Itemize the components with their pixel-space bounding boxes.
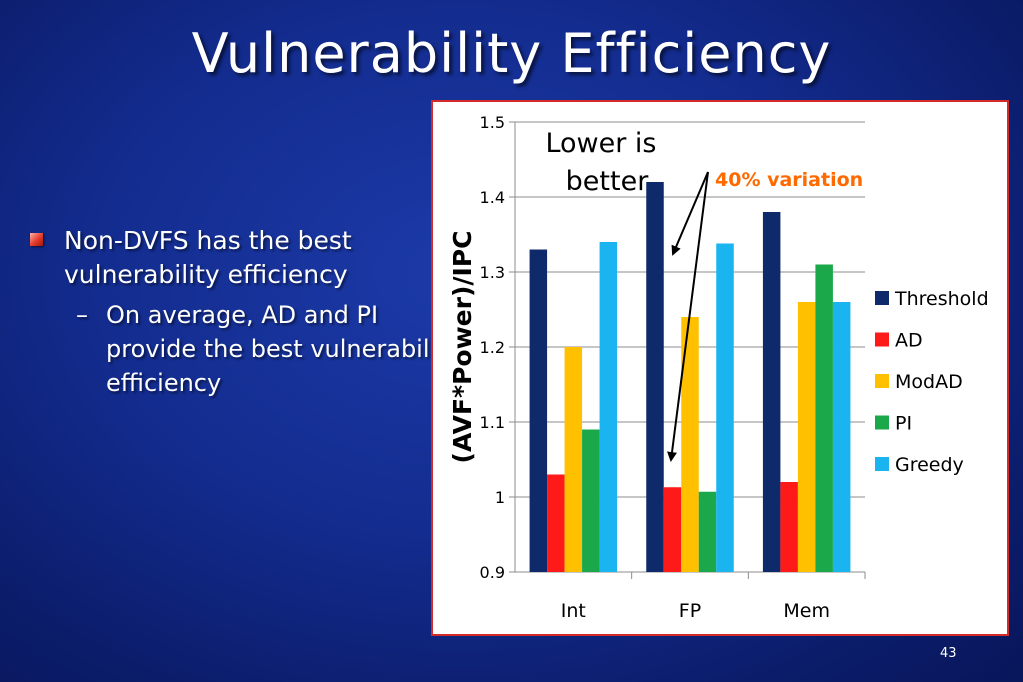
- bullet-item: Non-DVFS has the best vulnerability effi…: [28, 224, 444, 292]
- sub-bullet-text: On average, AD and PI provide the best v…: [106, 301, 460, 397]
- legend-label: PI: [895, 413, 912, 435]
- bar-pi: [698, 491, 717, 572]
- y-tick-label: 1.2: [480, 338, 505, 357]
- y-tick-label: 1: [495, 488, 505, 507]
- page-number: 43: [940, 646, 957, 661]
- bar-threshold: [646, 182, 664, 572]
- y-tick-label: 1.3: [480, 263, 505, 282]
- variation-arrow: [671, 171, 709, 256]
- bullet-text: Non-DVFS has the best vulnerability effi…: [64, 226, 352, 289]
- legend-swatch-threshold: [875, 291, 889, 305]
- bar-threshold: [762, 212, 781, 572]
- x-tick-label: Int: [561, 600, 586, 622]
- x-tick-label: Mem: [783, 600, 830, 622]
- legend-swatch-modad: [875, 374, 889, 388]
- bullet-list: Non-DVFS has the best vulnerability effi…: [28, 224, 466, 400]
- bar-threshold: [529, 249, 548, 572]
- bar-ad: [780, 482, 798, 572]
- legend-swatch-pi: [875, 415, 889, 430]
- legend-label: Greedy: [895, 454, 964, 476]
- bar-greedy: [832, 302, 851, 572]
- legend-swatch-greedy: [875, 457, 889, 471]
- bullet-square-icon: [30, 233, 43, 246]
- bar-modad: [797, 302, 816, 572]
- annotation-lower-is-better: Lower is: [545, 128, 656, 159]
- legend-label: ModAD: [895, 371, 963, 393]
- annotation-lower-is-better: better: [566, 166, 650, 197]
- bar-greedy: [716, 243, 734, 572]
- bar-ad: [663, 487, 682, 572]
- y-tick-label: 1.4: [480, 188, 505, 207]
- legend-label: AD: [895, 330, 923, 352]
- legend-label: Threshold: [894, 288, 989, 310]
- bar-modad: [564, 347, 583, 572]
- bar-chart: 0.9 1 1.1 1.2 1.3 1.4 1.5 (AVF*Power)/IPC Int FP M…: [448, 113, 989, 622]
- bar-pi: [815, 264, 833, 572]
- y-axis-label: (AVF*Power)/IPC: [448, 231, 477, 464]
- y-tick-label: 1.5: [480, 113, 505, 132]
- variation-arrow: [667, 171, 709, 462]
- slide-title: Vulnerability Efficiency: [191, 22, 832, 85]
- bar-greedy: [599, 242, 618, 572]
- annotation-variation: 40% variation: [715, 169, 863, 191]
- sub-bullet-item: – On average, AD and PI provide the best…: [28, 298, 466, 400]
- chart-panel: 0.9 1 1.1 1.2 1.3 1.4 1.5 (AVF*Power)/IPC Int FP M…: [431, 100, 1009, 636]
- y-tick-label: 1.1: [480, 413, 505, 432]
- bar-modad: [681, 317, 699, 572]
- bar-pi: [582, 429, 600, 572]
- x-tick-label: FP: [679, 600, 701, 622]
- sub-bullet-dash-icon: –: [76, 301, 88, 329]
- legend-swatch-ad: [875, 332, 889, 347]
- y-tick-label: 0.9: [480, 563, 505, 582]
- bar-ad: [547, 474, 565, 572]
